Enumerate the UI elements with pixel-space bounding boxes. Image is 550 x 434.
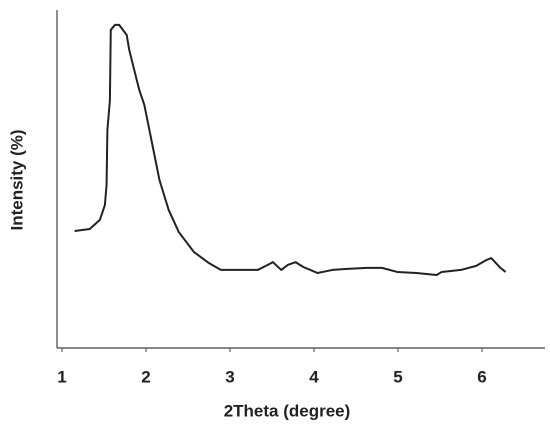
x-tick-label: 4 <box>309 367 319 386</box>
x-tick-label: 3 <box>225 367 234 386</box>
x-tick-label: 2 <box>141 367 150 386</box>
x-axis-label: 2Theta (degree) <box>224 401 351 420</box>
x-tick-label: 1 <box>57 367 66 386</box>
line <box>74 23 507 276</box>
x-tick-label: 5 <box>393 367 402 386</box>
y-axis-label: Intensity (%) <box>7 129 26 230</box>
x-tick-label: 6 <box>477 367 486 386</box>
